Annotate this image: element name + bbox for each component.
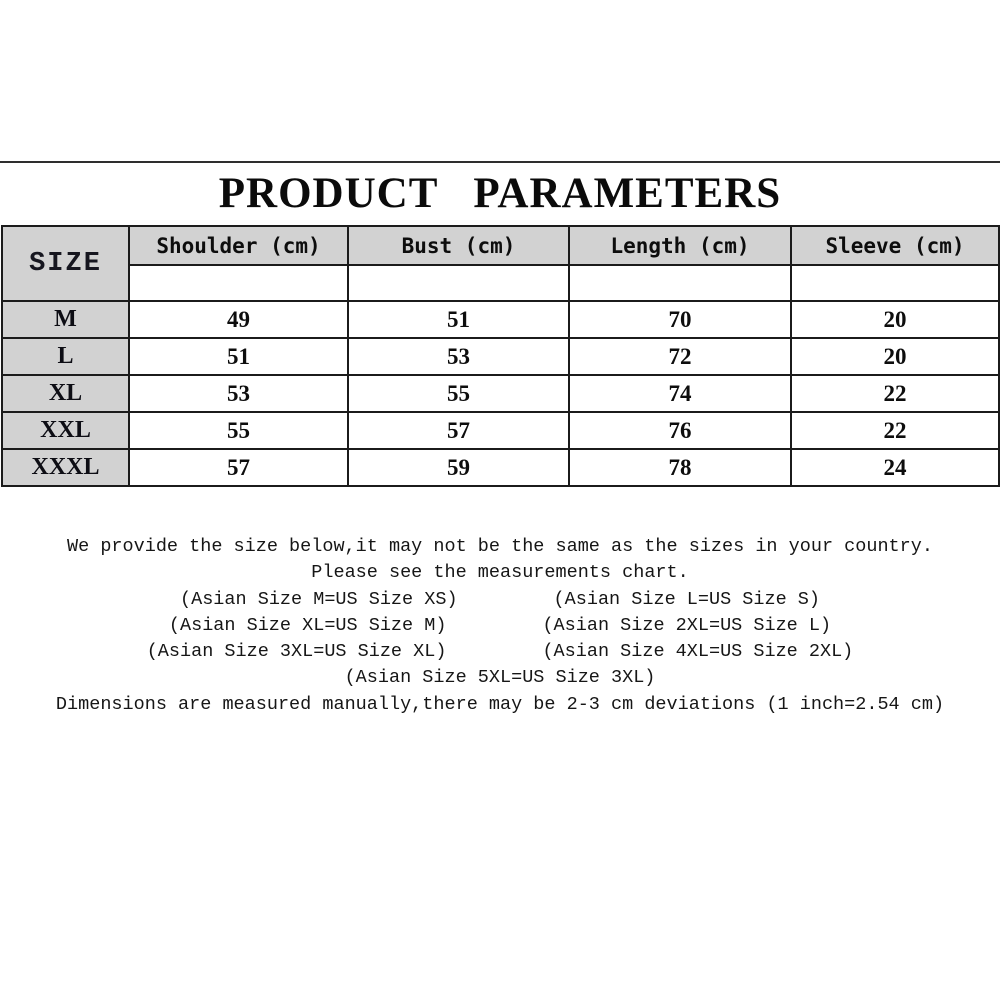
table-row-xxxl: XXXL 57 59 78 24 — [1, 448, 1000, 487]
note-line-single: (Asian Size 5XL=US Size 3XL) — [344, 667, 656, 689]
column-header-bust: Bust (cm) — [347, 225, 570, 266]
size-conversion: (Asian Size 3XL=US Size XL) — [146, 641, 447, 663]
sleeve-value: 22 — [790, 374, 1000, 413]
note-line-pair-2: (Asian Size XL=US Size M) (Asian Size 2X… — [0, 613, 1000, 639]
bust-value: 57 — [347, 411, 570, 450]
size-notes: We provide the size below,it may not be … — [0, 534, 1000, 718]
table-row-l: L 51 53 72 20 — [1, 337, 1000, 376]
size-conversion: (Asian Size M=US Size XS) — [180, 588, 458, 610]
length-value: 76 — [568, 411, 792, 450]
note-line-pair-3: (Asian Size 3XL=US Size XL) (Asian Size … — [0, 639, 1000, 665]
sleeve-value: 20 — [790, 300, 1000, 339]
size-conversion: (Asian Size L=US Size S) — [553, 588, 820, 610]
shoulder-value: 55 — [128, 411, 349, 450]
size-label: XXXL — [1, 448, 130, 487]
bust-value: 55 — [347, 374, 570, 413]
note-line-chart: Please see the measurements chart. — [311, 562, 689, 584]
empty-cell — [128, 264, 349, 302]
length-value: 70 — [568, 300, 792, 339]
size-conversion: (Asian Size XL=US Size M) — [168, 614, 447, 636]
shoulder-value: 49 — [128, 300, 349, 339]
bust-value: 53 — [347, 337, 570, 376]
note-line-country: We provide the size below,it may not be … — [67, 536, 933, 557]
column-header-length: Length (cm) — [568, 225, 792, 266]
shoulder-value: 51 — [128, 337, 349, 376]
page-title: PRODUCT PARAMETERS — [218, 170, 782, 217]
sleeve-value: 22 — [790, 411, 1000, 450]
table-row-m: M 49 51 70 20 — [1, 300, 1000, 339]
empty-cell — [347, 264, 570, 302]
column-header-sleeve: Sleeve (cm) — [790, 225, 1000, 266]
size-chart-table: SIZE Shoulder (cm) Bust (cm) Length (cm)… — [1, 225, 1000, 487]
length-value: 72 — [568, 337, 792, 376]
size-label: L — [1, 337, 130, 376]
size-corner-label: SIZE — [1, 225, 130, 302]
table-row-xl: XL 53 55 74 22 — [1, 374, 1000, 413]
shoulder-value: 57 — [128, 448, 349, 487]
column-header-shoulder: Shoulder (cm) — [128, 225, 349, 266]
size-label: XXL — [1, 411, 130, 450]
sleeve-value: 20 — [790, 337, 1000, 376]
table-empty-row — [2, 264, 1000, 302]
empty-cell — [568, 264, 792, 302]
shoulder-value: 53 — [128, 374, 349, 413]
top-divider-line — [0, 161, 1000, 163]
note-line-pair-1: (Asian Size M=US Size XS) (Asian Size L=… — [0, 587, 1000, 613]
size-conversion: (Asian Size 2XL=US Size L) — [542, 614, 832, 636]
bust-value: 59 — [347, 448, 570, 487]
size-label: M — [1, 300, 130, 339]
sleeve-value: 24 — [790, 448, 1000, 487]
length-value: 78 — [568, 448, 792, 487]
size-label: XL — [1, 374, 130, 413]
table-row-xxl: XXL 55 57 76 22 — [1, 411, 1000, 450]
note-line-deviation: Dimensions are measured manually,there m… — [55, 693, 945, 715]
table-header-row: SIZE Shoulder (cm) Bust (cm) Length (cm)… — [1, 225, 1000, 302]
bust-value: 51 — [347, 300, 570, 339]
empty-cell — [790, 264, 1000, 302]
length-value: 74 — [568, 374, 792, 413]
size-conversion: (Asian Size 4XL=US Size 2XL) — [542, 641, 854, 663]
